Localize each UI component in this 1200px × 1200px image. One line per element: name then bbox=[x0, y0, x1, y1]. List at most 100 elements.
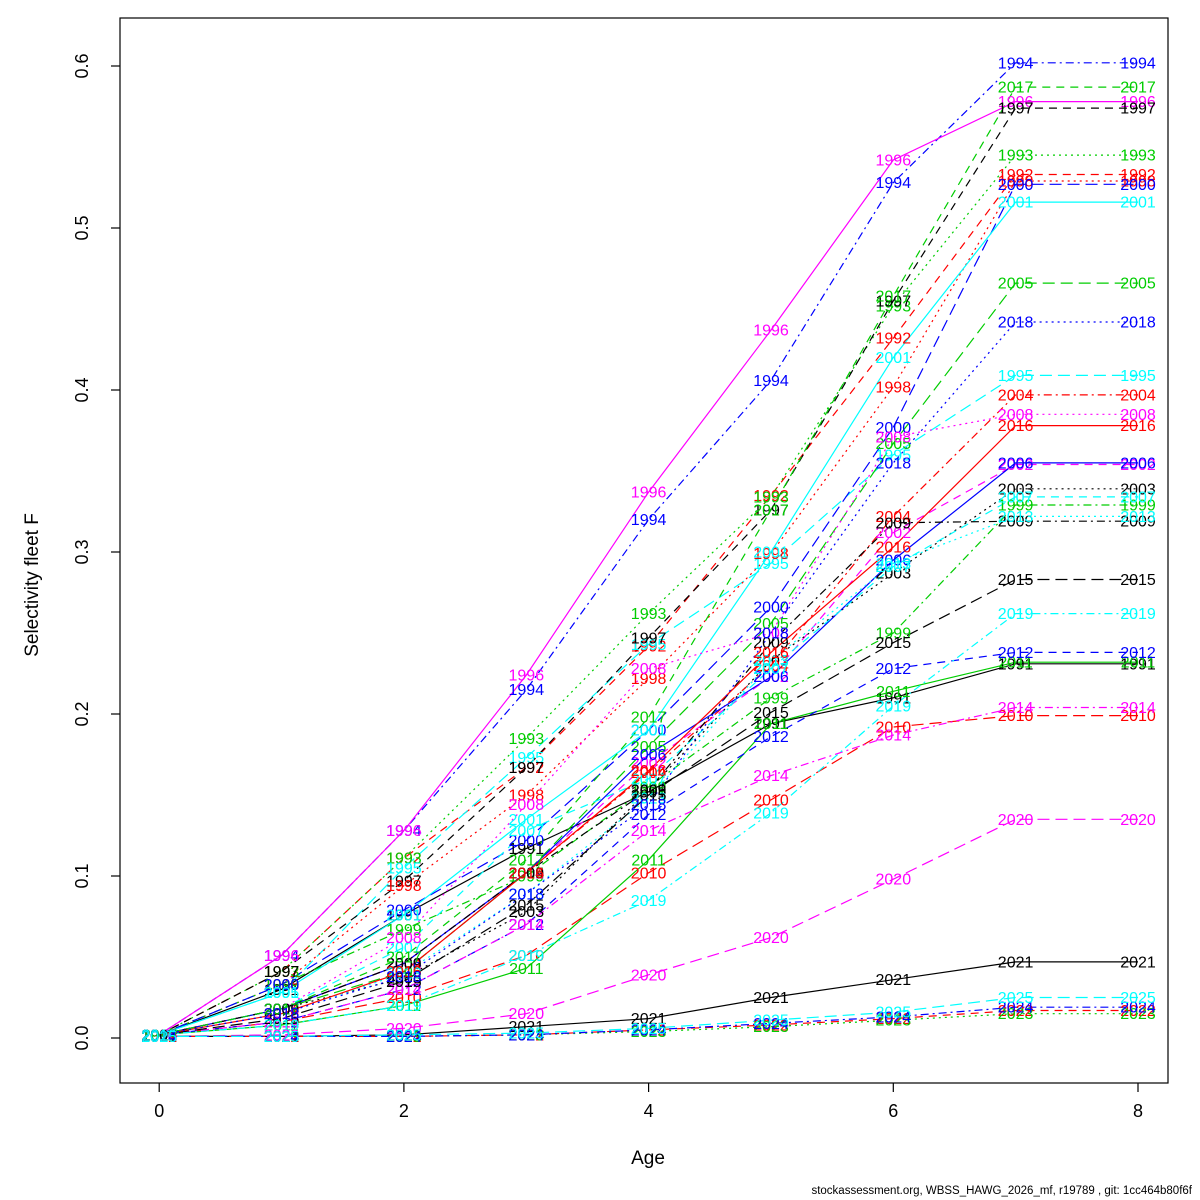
series-label-1998: 1998 bbox=[753, 546, 789, 563]
series-line-2011 bbox=[159, 661, 1138, 1036]
series-label-2010: 2010 bbox=[509, 948, 545, 965]
series-label-2002: 2002 bbox=[386, 956, 422, 973]
series-label-1999: 1999 bbox=[509, 869, 545, 886]
series-label-1999: 1999 bbox=[1120, 498, 1156, 515]
series-label-2018: 2018 bbox=[1120, 315, 1156, 332]
series-label-1999: 1999 bbox=[386, 922, 422, 939]
series-label-2009: 2009 bbox=[998, 514, 1034, 531]
series-label-2022: 2022 bbox=[386, 1029, 422, 1046]
series-label-2004: 2004 bbox=[386, 956, 422, 973]
series-label-1994: 1994 bbox=[141, 1027, 177, 1044]
series-label-2020: 2020 bbox=[264, 1027, 300, 1044]
series-label-2019: 2019 bbox=[1120, 606, 1156, 623]
y-tick-label: 0.0 bbox=[72, 1025, 92, 1050]
series-label-2014: 2014 bbox=[264, 1014, 300, 1031]
series-label-2016: 2016 bbox=[509, 865, 545, 882]
series-label-1992: 1992 bbox=[1120, 167, 1156, 184]
series-label-1996: 1996 bbox=[264, 948, 300, 965]
series-label-2012: 2012 bbox=[386, 982, 422, 999]
series-label-2010: 2010 bbox=[998, 708, 1034, 725]
series-label-2007: 2007 bbox=[753, 661, 789, 678]
series-label-1997: 1997 bbox=[1120, 101, 1156, 118]
series-label-2004: 2004 bbox=[876, 509, 912, 526]
series-label-2015: 2015 bbox=[631, 788, 667, 805]
series-label-2002: 2002 bbox=[753, 669, 789, 686]
series-label-2002: 2002 bbox=[631, 755, 667, 772]
plot-box bbox=[119, 17, 1169, 1084]
series-label-1993: 1993 bbox=[386, 851, 422, 868]
series-label-2005: 2005 bbox=[1120, 276, 1156, 293]
series-label-2017: 2017 bbox=[631, 710, 667, 727]
series-label-1996: 1996 bbox=[998, 94, 1034, 111]
series-label-2000: 2000 bbox=[631, 723, 667, 740]
series-label-2025: 2025 bbox=[998, 990, 1034, 1007]
series-label-2019: 2019 bbox=[264, 1018, 300, 1035]
series-label-2009: 2009 bbox=[386, 956, 422, 973]
series-line-1996 bbox=[158, 100, 1138, 1036]
series-line-2014 bbox=[159, 706, 1138, 1036]
series-label-1999: 1999 bbox=[631, 779, 667, 796]
series-label-2024: 2024 bbox=[264, 1029, 300, 1046]
series-label-2004: 2004 bbox=[264, 1001, 300, 1018]
series-label-2003: 2003 bbox=[386, 971, 422, 988]
series-label-2001: 2001 bbox=[386, 907, 422, 924]
series-line-2019 bbox=[159, 612, 1138, 1036]
series-label-2008: 2008 bbox=[876, 430, 912, 447]
series-label-2001: 2001 bbox=[876, 350, 912, 367]
series-label-2025: 2025 bbox=[264, 1029, 300, 1046]
series-label-1992: 1992 bbox=[876, 331, 912, 348]
series-label-1992: 1992 bbox=[998, 167, 1034, 184]
series-label-2016: 2016 bbox=[264, 1006, 300, 1023]
series-label-2008: 2008 bbox=[264, 1001, 300, 1018]
series-label-1998: 1998 bbox=[998, 174, 1034, 191]
series-label-2016: 2016 bbox=[631, 763, 667, 780]
series-label-2020: 2020 bbox=[141, 1029, 177, 1046]
series-label-2003: 2003 bbox=[1120, 481, 1156, 498]
series-label-2007: 2007 bbox=[876, 559, 912, 576]
series-label-2006: 2006 bbox=[509, 865, 545, 882]
series-label-1999: 1999 bbox=[753, 690, 789, 707]
series-label-1992: 1992 bbox=[631, 639, 667, 656]
series-label-2020: 2020 bbox=[753, 930, 789, 947]
series-label-1993: 1993 bbox=[753, 489, 789, 506]
series-label-2018: 2018 bbox=[876, 455, 912, 472]
series-label-2023: 2023 bbox=[386, 1029, 422, 1046]
series-line-2022 bbox=[159, 1009, 1138, 1038]
series-line-2017 bbox=[159, 86, 1138, 1036]
series-label-2012: 2012 bbox=[141, 1027, 177, 1044]
series-label-2005: 2005 bbox=[876, 436, 912, 453]
series-label-2000: 2000 bbox=[876, 420, 912, 437]
series-label-2013: 2013 bbox=[1120, 509, 1156, 526]
series-label-1998: 1998 bbox=[509, 788, 545, 805]
series-label-2009: 2009 bbox=[753, 635, 789, 652]
series-label-1996: 1996 bbox=[141, 1027, 177, 1044]
x-tick-label: 4 bbox=[644, 1101, 654, 1121]
series-label-2000: 2000 bbox=[509, 833, 545, 850]
series-label-2013: 2013 bbox=[631, 791, 667, 808]
series-label-2008: 2008 bbox=[998, 407, 1034, 424]
series-label-1992: 1992 bbox=[264, 964, 300, 981]
series-label-2004: 2004 bbox=[753, 658, 789, 675]
series-label-2016: 2016 bbox=[998, 418, 1034, 435]
series-label-2006: 2006 bbox=[264, 1001, 300, 1018]
series-label-1991: 1991 bbox=[998, 656, 1034, 673]
series-label-2007: 2007 bbox=[1120, 489, 1156, 506]
series-label-2013: 2013 bbox=[876, 556, 912, 573]
series-line-2025 bbox=[159, 996, 1138, 1038]
series-line-2001 bbox=[159, 201, 1138, 1036]
series-label-1997: 1997 bbox=[753, 502, 789, 519]
series-label-2000: 2000 bbox=[998, 177, 1034, 194]
series-label-2003: 2003 bbox=[876, 566, 912, 583]
series-label-2018: 2018 bbox=[141, 1027, 177, 1044]
series-label-2023: 2023 bbox=[141, 1029, 177, 1046]
series-label-2015: 2015 bbox=[876, 635, 912, 652]
series-label-1991: 1991 bbox=[876, 690, 912, 707]
series-label-2015: 2015 bbox=[1120, 572, 1156, 589]
series-label-2011: 2011 bbox=[631, 852, 666, 869]
series-label-2013: 2013 bbox=[141, 1027, 177, 1044]
series-label-2001: 2001 bbox=[264, 985, 300, 1002]
series-label-2008: 2008 bbox=[1120, 407, 1156, 424]
series-label-2007: 2007 bbox=[631, 771, 667, 788]
series-label-1991: 1991 bbox=[1120, 656, 1156, 673]
